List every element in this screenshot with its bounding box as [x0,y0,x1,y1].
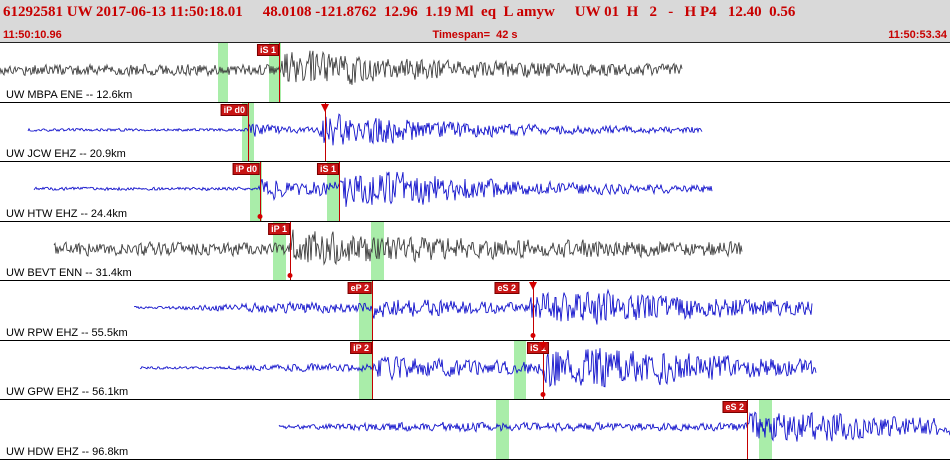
waveform-display: iS 1 UW MBPA ENE -- 12.6km iP d0 UW JCW EHZ… [0,43,950,460]
phase-pick-label[interactable]: iP d0 [232,163,260,176]
pick-dot-icon [287,273,293,279]
pick-time-line[interactable] [260,162,261,221]
pick-dot-icon [530,332,536,338]
phase-pick-label[interactable]: iP d0 [220,103,248,116]
pick-time-line[interactable] [339,162,340,221]
event-id-time: 61292581 UW 2017-06-13 11:50:18.01 [3,4,243,20]
pick-window-highlight [359,340,372,400]
header: 61292581 UW 2017-06-13 11:50:18.01 48.01… [0,0,950,43]
pick-flag-icon[interactable] [321,103,329,112]
seismogram-waveform [53,229,743,266]
pick-time-line[interactable] [279,43,280,102]
trace-panel-gpw[interactable]: iP 2 iS 1 UW GPW EHZ -- 56.1km [0,340,950,401]
pick-time-line[interactable] [533,281,534,340]
phase-pick-label[interactable]: iS 1 [316,163,339,176]
seismogram-waveform [133,288,813,325]
window-start-time: 11:50:10.96 [3,29,62,41]
time-axis-bar: 11:50:10.96 Timespan= 42 s 11:50:53.34 [0,28,950,42]
event-location-magnitude: 48.0108 -121.8762 12.96 1.19 Ml eq L amy… [262,4,555,20]
seismogram-waveform [278,411,950,443]
pick-window-highlight [359,281,372,340]
pick-window-highlight [327,162,339,221]
phase-pick-label[interactable]: iP 2 [350,341,372,354]
trace-panel-htw[interactable]: iP d0 iS 1 UW HTW EHZ -- 24.4km [0,162,950,222]
phase-pick-label[interactable]: eP 2 [347,282,372,295]
pick-time-line[interactable] [248,102,249,162]
pick-time-line[interactable] [325,102,326,162]
timespan-label: Timespan= 42 s [432,29,518,41]
trace-panel-hdw[interactable]: eS 2 UW HDW EHZ -- 96.8km [0,400,950,460]
station-label: UW RPW EHZ -- 55.5km [6,326,128,339]
trace-panel-mbpa[interactable]: iS 1 UW MBPA ENE -- 12.6km [0,43,950,103]
window-end-time: 11:50:53.34 [888,29,947,41]
pick-time-line[interactable] [372,281,373,340]
phase-pick-label[interactable]: iP 1 [268,222,290,235]
event-network-info: UW 01 H 2 - H P4 12.40 0.56 [574,4,796,20]
pick-flag-icon[interactable] [529,282,537,291]
pick-window-highlight [496,400,509,460]
station-label: UW MBPA ENE -- 12.6km [6,88,133,101]
station-label: UW HDW EHZ -- 96.8km [6,446,129,459]
seismogram-waveform [33,171,713,208]
seismogram-waveform [139,348,817,388]
station-label: UW BEVT ENN -- 31.4km [6,267,132,280]
phase-pick-label[interactable]: iS 1 [256,44,279,56]
pick-time-line[interactable] [543,340,544,400]
trace-panel-bevt[interactable]: iP 1 UW BEVT ENN -- 31.4km [0,221,950,282]
pick-window-highlight [250,162,262,221]
event-summary-bar: 61292581 UW 2017-06-13 11:50:18.01 48.01… [0,0,950,28]
trace-panel-jcw[interactable]: iP d0 UW JCW EHZ -- 20.9km [0,102,950,163]
pick-time-line[interactable] [290,221,291,281]
pick-flag-icon[interactable] [539,341,547,350]
pick-window-highlight [269,43,281,102]
seismogram-waveform [27,112,703,145]
pick-dot-icon [540,392,546,398]
pick-time-line[interactable] [747,400,748,460]
trace-panel-rpw[interactable]: eP 2 eS 2 UW RPW EHZ -- 55.5km [0,281,950,341]
station-label: UW HTW EHZ -- 24.4km [6,207,127,220]
pick-window-highlight [273,221,286,281]
phase-pick-label[interactable]: eS 2 [494,282,519,295]
phase-pick-label[interactable]: eS 2 [722,401,747,414]
pick-time-line[interactable] [372,340,373,400]
station-label: UW GPW EHZ -- 56.1km [6,386,129,399]
pick-dot-icon [257,213,263,219]
seismogram-waveform [0,50,683,85]
station-label: UW JCW EHZ -- 20.9km [6,148,126,161]
